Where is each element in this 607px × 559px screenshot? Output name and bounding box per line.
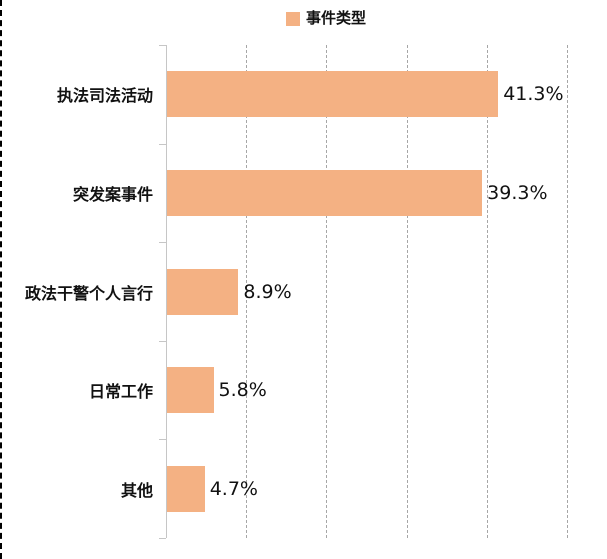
category-label: 执法司法活动 (56, 86, 153, 106)
gridline (567, 45, 568, 538)
value-label: 5.8% (218, 379, 267, 402)
legend-series-label: 事件类型 (306, 9, 367, 27)
y-axis-tick (159, 242, 166, 243)
y-axis-tick (159, 45, 166, 46)
value-label: 41.3% (503, 83, 564, 106)
selection-dashed-border (0, 0, 2, 559)
y-axis-tick (159, 144, 166, 145)
value-label: 39.3% (487, 181, 548, 204)
legend[interactable]: 事件类型 (286, 11, 366, 26)
category-label: 突发案事件 (72, 184, 153, 204)
gridline (486, 45, 488, 538)
bar[interactable] (167, 367, 214, 414)
category-label: 政法干警个人言行 (24, 283, 153, 303)
y-axis-line (166, 45, 167, 538)
bar[interactable] (167, 465, 205, 512)
bar[interactable] (167, 268, 239, 315)
y-axis-tick (159, 439, 166, 440)
category-label: 日常工作 (88, 382, 153, 402)
gridline (246, 45, 248, 538)
legend-marker-icon (286, 11, 300, 26)
y-axis-tick (159, 341, 166, 342)
bar[interactable] (167, 169, 483, 216)
y-axis-tick (159, 538, 166, 539)
category-label: 其他 (120, 480, 153, 500)
bar[interactable] (167, 71, 499, 118)
gridline (326, 45, 328, 538)
gridline (406, 45, 408, 538)
value-label: 8.9% (243, 280, 292, 303)
value-label: 4.7% (209, 477, 258, 500)
